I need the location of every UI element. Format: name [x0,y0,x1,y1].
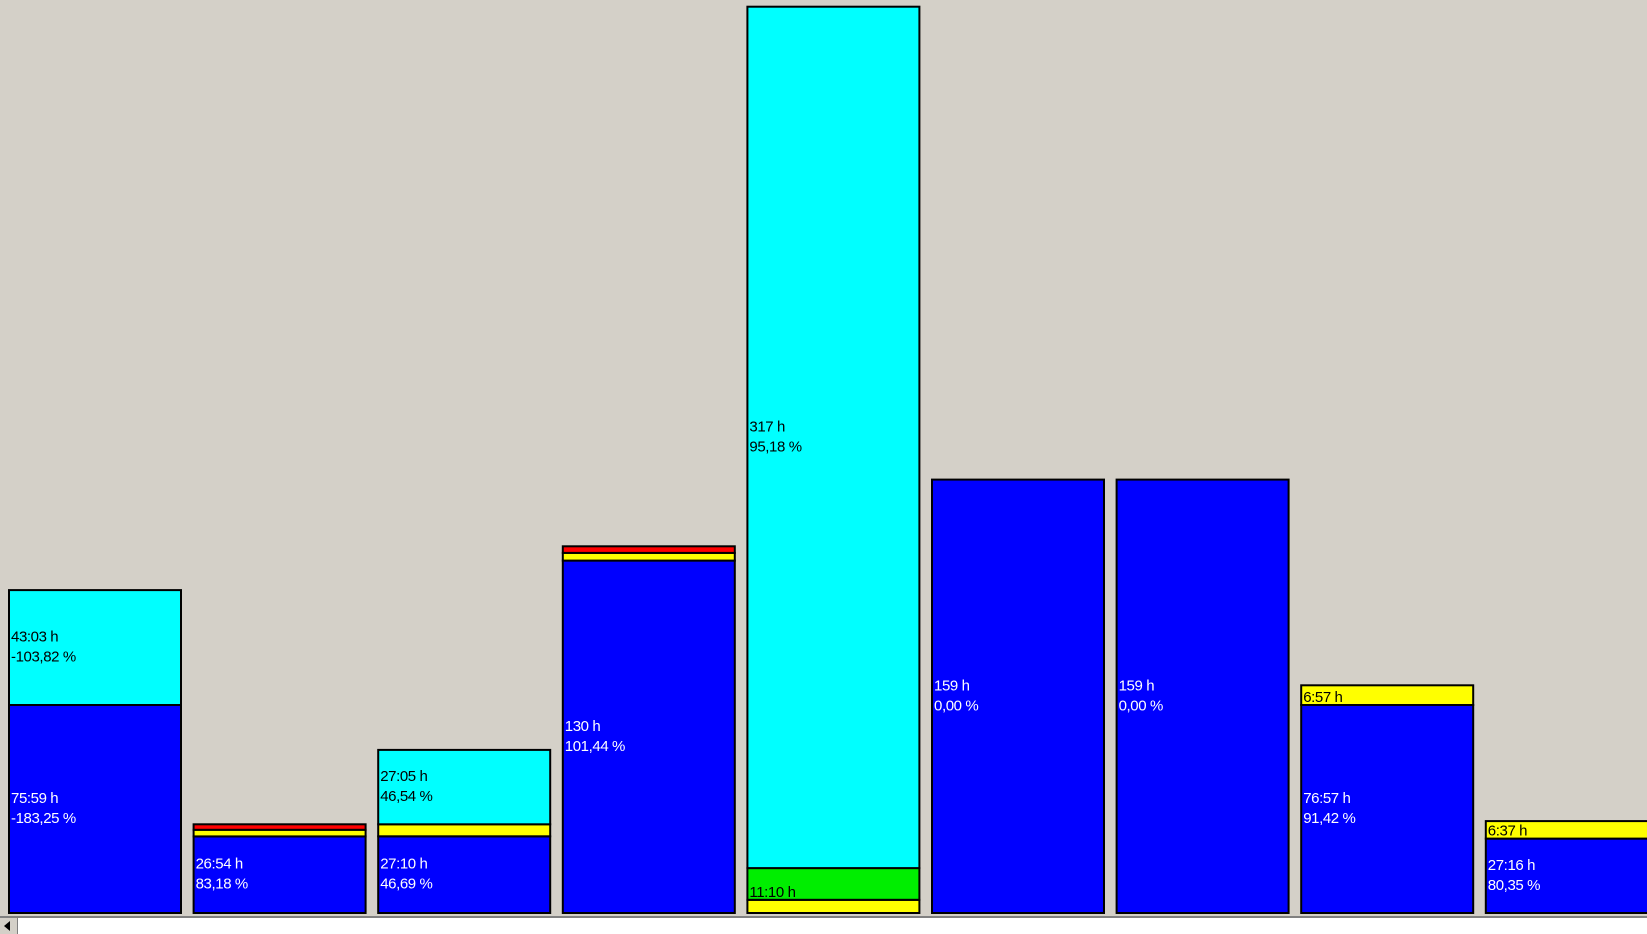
bar-9-segment-1-label-1: 27:16 h [1488,857,1535,874]
bar-8-segment-1-label-2: 91,42 % [1303,810,1355,827]
bar-6-segment-1 [931,478,1105,914]
bar-8-segment-2 [1300,684,1475,706]
bar-2-segment-1 [192,835,367,915]
bar-3-segment-1 [377,835,552,915]
bar-8-segment-2-label-1: 6:57 h [1303,689,1342,706]
bar-9-segment-1 [1484,837,1647,914]
bar-1-segment-1 [8,704,182,914]
bar-6: 159 h 0,00 % [931,478,1105,914]
bar-3-segment-1-label-2: 46,69 % [380,876,432,893]
bar-5-segment-3 [746,5,921,870]
bar-7-segment-1 [1115,478,1290,914]
bar-4-segment-1 [561,559,736,914]
bar-4-segment-3 [561,545,736,554]
bar-9-segment-2-label-1: 6:37 h [1488,823,1527,840]
bar-5-segment-3-label-1: 317 h [749,418,785,435]
bar-3-segment-1-label-1: 27:10 h [380,856,427,873]
bar-1-segment-2-label-2: -103,82 % [11,649,76,666]
bar-1-segment-2 [8,589,182,706]
bar-8: 76:57 h 91,42 % 6:57 h [1300,684,1475,914]
bar-6-segment-1-label-2: 0,00 % [934,697,978,714]
bar-2-segment-3 [192,823,367,831]
bar-5-segment-3-label-2: 95,18 % [749,438,801,455]
bar-3-segment-3-label-2: 46,54 % [380,788,432,805]
bar-4: 130 h 101,44 % [561,545,736,914]
bar-5: 11:10 h 317 h 95,18 % [746,5,921,915]
bar-6-segment-1-label-1: 159 h [934,677,970,694]
bar-8-segment-1-label-1: 76:57 h [1303,790,1350,807]
bar-9-segment-2 [1484,820,1647,840]
scroll-left-button[interactable] [0,918,18,934]
bar-2-segment-1-label-2: 83,18 % [196,876,248,893]
bar-1-segment-1-label-1: 75:59 h [11,790,58,807]
bar-3-segment-3 [377,748,552,826]
bar-2-segment-1-label-1: 26:54 h [196,856,243,873]
bar-5-segment-2-label-1: 11:10 h [749,884,795,901]
bar-7-segment-1-label-2: 0,00 % [1119,697,1163,714]
bar-2: 26:54 h 83,18 % [192,823,367,915]
bar-4-segment-2 [561,551,736,562]
bar-1: 75:59 h -183,25 % 43:03 h -103,82 % [8,589,182,914]
bar-7: 159 h 0,00 % [1115,478,1290,914]
horizontal-scrollbar[interactable] [0,916,1647,934]
bar-3: 27:10 h 46,69 % 27:05 h 46,54 % [377,748,552,915]
bar-8-segment-1 [1300,704,1475,914]
bar-3-segment-3-label-1: 27:05 h [380,768,427,785]
bar-7-segment-1-label-1: 159 h [1119,677,1155,694]
bar-9-segment-1-label-2: 80,35 % [1488,877,1540,894]
bar-3-segment-2 [377,823,552,838]
bar-4-segment-1-label-1: 130 h [565,718,601,735]
bar-4-segment-1-label-2: 101,44 % [565,738,625,755]
bar-1-segment-2-label-1: 43:03 h [11,629,58,646]
bar-1-segment-1-label-2: -183,25 % [11,810,76,827]
bar-9: 27:16 h 80,35 % 6:37 h [1484,820,1647,914]
bar-5-segment-1 [746,898,921,915]
